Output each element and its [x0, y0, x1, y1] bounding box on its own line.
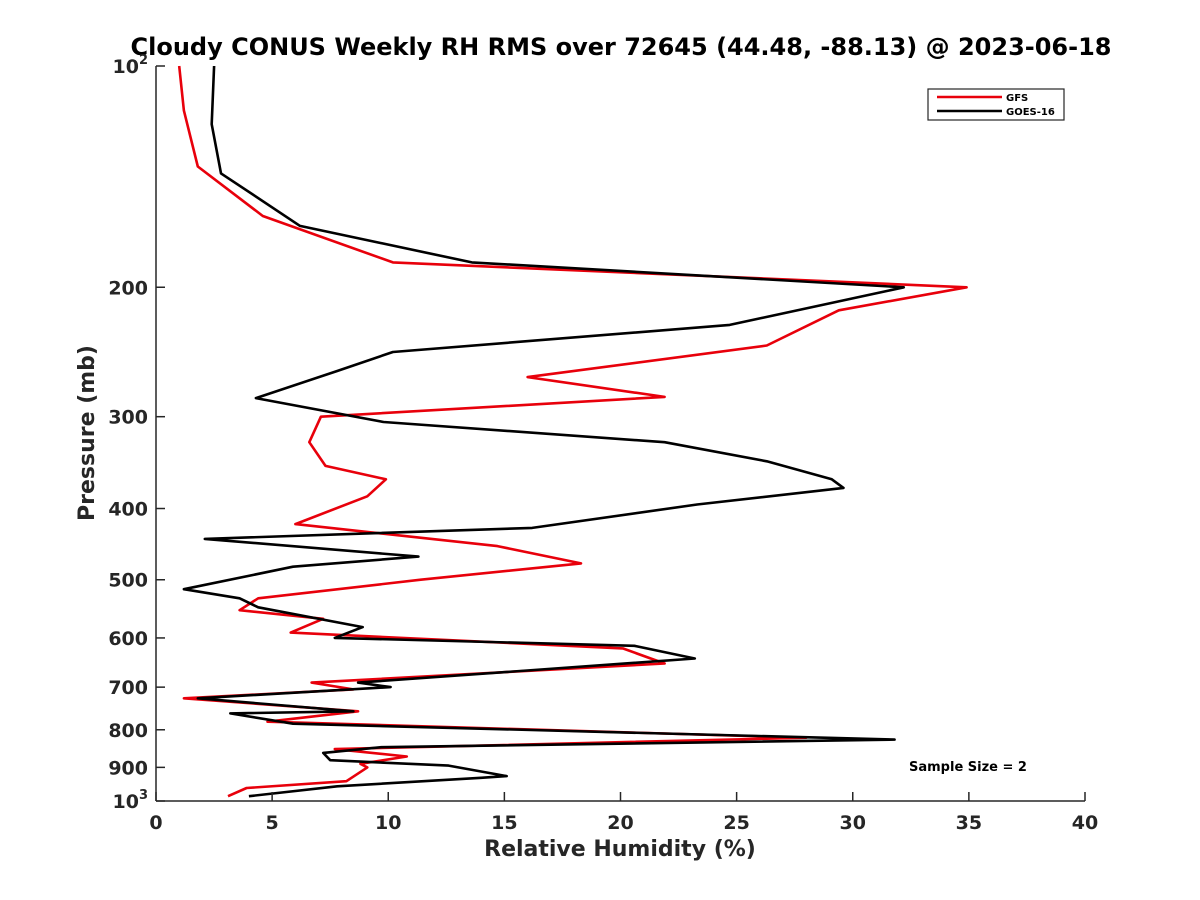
legend-label-goes16: GOES-16 — [1006, 107, 1055, 118]
chart-title: Cloudy CONUS Weekly RH RMS over 72645 (4… — [131, 33, 1112, 61]
y-tick-label: 600 — [108, 628, 148, 650]
x-tick-label: 15 — [491, 812, 517, 834]
y-tick-label: 500 — [108, 570, 148, 592]
series-line-goes-16 — [182, 65, 906, 798]
series-line-gfs — [177, 65, 968, 798]
y-tick-label: 102 — [113, 53, 149, 78]
x-tick-label: 30 — [840, 812, 866, 834]
y-tick-label: 200 — [108, 277, 148, 299]
plot-area-frame — [156, 66, 1085, 801]
x-tick-label: 10 — [375, 812, 401, 834]
x-axis-ticks: 0 5 10 15 20 25 30 35 40 — [149, 792, 1098, 834]
y-tick-label: 103 — [113, 788, 149, 813]
y-tick-label: 800 — [108, 720, 148, 742]
y-tick-label: 400 — [108, 499, 148, 521]
y-tick-label: 700 — [108, 677, 148, 699]
series-lines — [177, 65, 968, 798]
x-axis-label: Relative Humidity (%) — [484, 837, 756, 862]
y-tick-label: 300 — [108, 407, 148, 429]
legend-label-gfs: GFS — [1006, 93, 1028, 104]
y-axis-ticks: 102 200 300 400 500 600 700 800 900 103 — [108, 53, 165, 813]
sample-size-annotation: Sample Size = 2 — [909, 760, 1027, 775]
x-tick-label: 0 — [149, 812, 162, 834]
y-tick-label: 900 — [108, 757, 148, 779]
x-tick-label: 20 — [607, 812, 633, 834]
x-tick-label: 5 — [266, 812, 279, 834]
y-axis-label: Pressure (mb) — [75, 345, 100, 521]
x-tick-label: 25 — [723, 812, 749, 834]
legend: GFS GOES-16 — [927, 88, 1065, 121]
legend-box — [927, 88, 1065, 121]
x-tick-label: 40 — [1072, 812, 1098, 834]
x-tick-label: 35 — [956, 812, 982, 834]
